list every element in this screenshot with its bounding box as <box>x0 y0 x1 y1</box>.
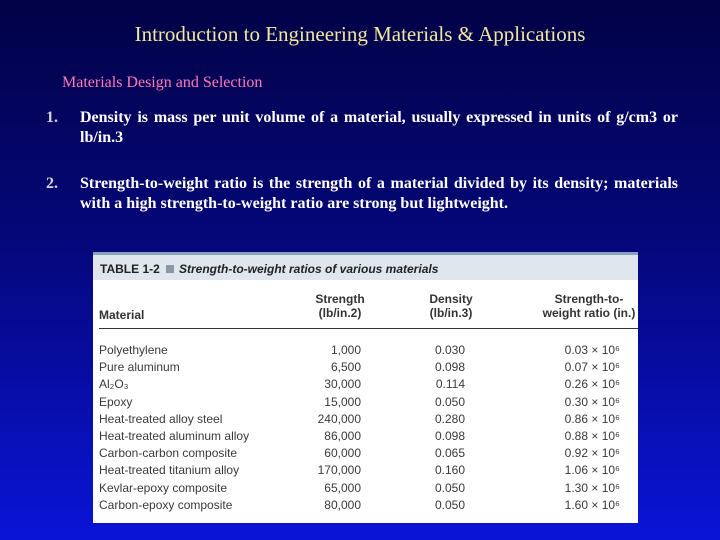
table-row: Epoxy 15,000 0.050 0.30 × 10⁶ <box>93 394 638 411</box>
cell-strength: 170,000 <box>317 463 361 478</box>
cell-ratio: 0.92 × 10⁶ <box>564 446 620 461</box>
table-row: Kevlar-epoxy composite 65,000 0.050 1.30 × … <box>93 480 638 497</box>
cell-ratio: 0.03 × 10⁶ <box>564 343 620 357</box>
table-label: TABLE 1-2 <box>100 262 160 276</box>
cell-density: 0.050 <box>434 394 465 409</box>
cell-strength: 86,000 <box>324 428 361 443</box>
cell-strength: 6,500 <box>330 360 361 375</box>
cell-ratio: 1.06 × 10⁶ <box>564 463 620 478</box>
square-marker-icon <box>166 265 174 273</box>
table-row: Heat-treated titanium alloy 170,000 0.160 1… <box>93 462 638 479</box>
cell-strength: 65,000 <box>324 480 361 495</box>
header-material: Material <box>99 308 145 322</box>
table-body: Polyethylene 1,000 0.030 0.03 × 10⁶ Pure alu… <box>93 342 638 514</box>
cell-strength: 15,000 <box>324 394 361 409</box>
header-ratio: Strength-to-weight ratio (in.) <box>542 292 636 320</box>
cell-strength: 60,000 <box>324 446 361 461</box>
header-strength: Strength (lb/in.2) <box>315 292 365 320</box>
cell-ratio: 0.86 × 10⁶ <box>564 411 620 426</box>
cell-density: 0.114 <box>435 377 465 392</box>
cell-density: 0.280 <box>434 411 465 426</box>
cell-ratio: 1.60 × 10⁶ <box>564 497 620 512</box>
cell-material: Pure aluminum <box>99 360 180 375</box>
bullet-item: 1. Density is mass per unit volume of a … <box>46 108 678 148</box>
cell-density: 0.098 <box>434 428 465 443</box>
cell-material: Carbon-carbon composite <box>99 446 238 461</box>
cell-density: 0.050 <box>434 480 465 495</box>
header-divider <box>99 328 638 329</box>
cell-density: 0.050 <box>434 497 465 512</box>
table-caption: Strength-to-weight ratios of various mat… <box>179 262 439 276</box>
cell-ratio: 1.30 × 10⁶ <box>564 480 620 495</box>
cell-ratio: 0.07 × 10⁶ <box>564 360 620 375</box>
cell-strength: 30,000 <box>324 377 361 392</box>
table-row: Al₂O₃ 30,000 0.114 0.26 × 10⁶ <box>93 376 638 393</box>
cell-strength: 240,000 <box>317 411 361 426</box>
table-row: Pure aluminum 6,500 0.098 0.07 × 10⁶ <box>93 359 638 376</box>
cell-ratio: 0.88 × 10⁶ <box>564 428 620 443</box>
strength-to-weight-table: TABLE 1-2 Strength-to-weight ratios of v… <box>93 252 638 523</box>
slide-subtitle: Materials Design and Selection <box>62 74 263 91</box>
cell-strength: 80,000 <box>324 497 361 512</box>
cell-density: 0.098 <box>434 360 465 375</box>
cell-material: Epoxy <box>99 394 133 409</box>
cell-material: Heat-treated titanium alloy <box>99 463 240 478</box>
bullet-text: Density is mass per unit volume of a mat… <box>80 109 678 146</box>
table-row: Carbon-epoxy composite 80,000 0.050 1.60 × … <box>93 497 638 514</box>
table-row: Heat-treated aluminum alloy 86,000 0.098 0.… <box>93 428 638 445</box>
cell-material: Kevlar-epoxy composite <box>99 480 228 495</box>
bullet-number: 1. <box>46 109 58 126</box>
header-density: Density (lb/in.3) <box>429 292 473 320</box>
cell-strength: 1,000 <box>330 343 361 357</box>
cell-material: Heat-treated alloy steel <box>99 411 223 426</box>
slide-title: Introduction to Engineering Materials & … <box>134 22 586 46</box>
bullet-number: 2. <box>46 175 58 192</box>
bullet-item: 2. Strength-to-weight ratio is the stren… <box>46 174 678 214</box>
table-row: Heat-treated alloy steel 240,000 0.280 0.86… <box>93 411 638 428</box>
cell-material: Heat-treated aluminum alloy <box>99 428 250 443</box>
cell-ratio: 0.30 × 10⁶ <box>564 394 620 409</box>
cell-density: 0.160 <box>434 463 465 478</box>
table-row: Carbon-carbon composite 60,000 0.065 0.92 ×… <box>93 445 638 462</box>
cell-ratio: 0.26 × 10⁶ <box>564 377 620 392</box>
cell-density: 0.065 <box>434 446 465 461</box>
cell-material: Carbon-epoxy composite <box>99 497 233 512</box>
cell-material: Al₂O₃ <box>99 377 129 392</box>
cell-material: Polyethylene <box>99 343 168 357</box>
cell-density: 0.030 <box>434 343 465 357</box>
table-row: Polyethylene 1,000 0.030 0.03 × 10⁶ <box>93 342 638 359</box>
bullet-text: Strength-to-weight ratio is the strength… <box>80 175 678 212</box>
table-heading-bar: TABLE 1-2 Strength-to-weight ratios of v… <box>93 252 638 280</box>
